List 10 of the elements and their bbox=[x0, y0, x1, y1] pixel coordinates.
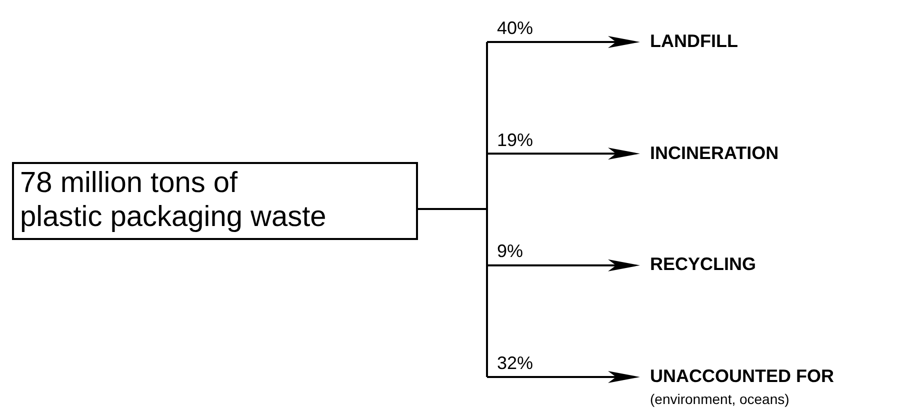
text: 78 million tons of plastic packaging waste bbox=[12, 162, 418, 240]
data-label: 32% bbox=[497, 353, 534, 374]
text: (environment, oceans) bbox=[650, 391, 790, 407]
data-label: 9% bbox=[497, 241, 524, 262]
category-label: INCINERATION bbox=[650, 142, 779, 164]
category-label: LANDFILL bbox=[650, 31, 738, 52]
data-label: 40% bbox=[497, 18, 534, 39]
category-label: RECYCLING bbox=[650, 254, 756, 276]
data-label: 19% bbox=[497, 130, 534, 151]
category-label: UNACCOUNTED FOR bbox=[650, 366, 834, 387]
